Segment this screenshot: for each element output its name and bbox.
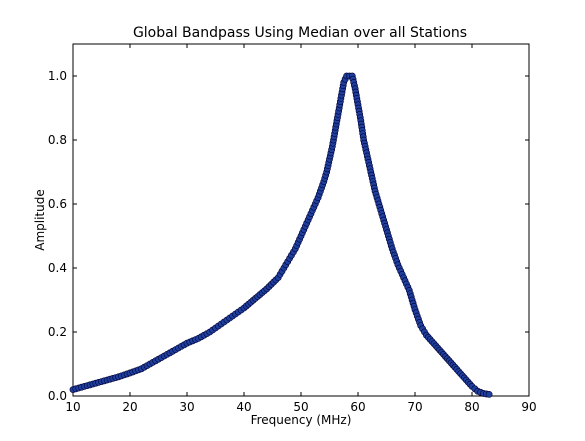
- x-axis-label: Frequency (MHz): [251, 413, 352, 427]
- y-tick-label: 0.0: [48, 389, 67, 403]
- y-tick-label: 0.2: [48, 325, 67, 339]
- chart-title: Global Bandpass Using Median over all St…: [133, 25, 467, 41]
- x-tick-label: 60: [350, 400, 365, 414]
- y-tick-label: 0.4: [48, 261, 67, 275]
- x-tick-label: 70: [407, 400, 422, 414]
- x-tick-label: 10: [65, 400, 80, 414]
- y-axis-ticks: 0.0 0.2 0.4 0.6 0.8 1.0: [48, 69, 529, 403]
- series-line: [72, 75, 490, 395]
- y-tick-label: 0.8: [48, 133, 67, 147]
- x-axis-ticks: 10 20 30 40 50 60 70 80 90: [65, 44, 537, 414]
- data-point: [485, 390, 493, 398]
- x-tick-label: 90: [521, 400, 536, 414]
- x-tick-label: 80: [464, 400, 479, 414]
- x-tick-label: 30: [179, 400, 194, 414]
- plot-frame: [72, 43, 530, 397]
- y-tick-label: 1.0: [48, 69, 67, 83]
- series-layer: [69, 72, 493, 398]
- y-axis-label: Amplitude: [33, 189, 47, 251]
- x-tick-label: 50: [293, 400, 308, 414]
- x-tick-label: 40: [236, 400, 251, 414]
- plot-area: 10 20 30 40 50 60 70 80 90 0.0 0.2 0.4 0.6 0.8 1.0: [48, 43, 537, 414]
- y-tick-label: 0.6: [48, 197, 67, 211]
- x-tick-label: 20: [122, 400, 137, 414]
